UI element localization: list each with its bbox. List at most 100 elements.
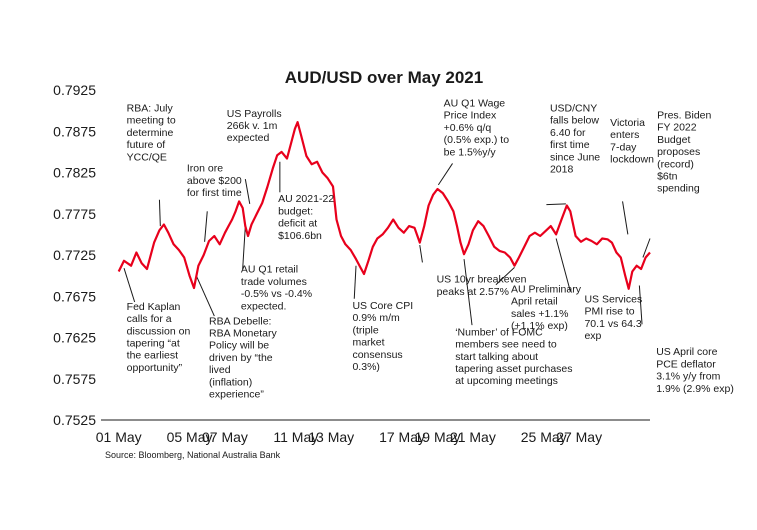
annotation-line: 0.3%)	[352, 361, 379, 373]
annotation-pointer	[437, 163, 453, 186]
annotation-line: discussion on	[127, 325, 191, 337]
x-tick-label: 07 May	[202, 429, 248, 445]
annotation-line: US Core CPI	[352, 300, 413, 312]
annotation-line: proposes	[657, 146, 700, 158]
x-tick-label: 05 May	[167, 429, 213, 445]
annotation-line: lived	[209, 364, 231, 376]
annotation-line: experience”	[209, 389, 264, 401]
annotation-line: 6.40 for	[550, 127, 586, 139]
y-axis-ticks: 0.7925 0.7875 0.7825 0.7775 0.7725 0.7675 0.76…	[53, 82, 96, 428]
annotation-pointer	[419, 245, 423, 263]
annotation-pointer	[642, 238, 651, 258]
annotation-line: 70.1 vs 64.3	[584, 318, 641, 330]
annotation-line: AU 2021-22	[278, 193, 334, 205]
annotation-line: AU Preliminary	[511, 284, 582, 296]
annotation-line: $106.6bn	[278, 230, 322, 242]
annotation-line: Budget	[657, 134, 690, 146]
annotation-line: 7-day	[610, 141, 637, 153]
annotation: US April core PCE deflator 3.1% y/y from 1.…	[656, 346, 734, 395]
annotation-pointer	[244, 179, 251, 204]
y-tick-label: 0.7675	[53, 288, 96, 304]
annotation-line: (triple	[352, 324, 378, 336]
annotation-line: AU Q1 Wage	[444, 98, 506, 110]
annotation-line: RBA Debelle:	[209, 315, 271, 327]
annotation-pointer	[196, 276, 215, 317]
annotation-line: tapering “at	[127, 337, 180, 349]
annotation-line: RBA: July	[127, 102, 174, 114]
annotation-line: PMI rise to	[584, 306, 634, 318]
annotation: Pres. Biden FY 2022 Budget proposes (record)…	[657, 109, 711, 194]
annotation-line: above $200	[187, 175, 242, 187]
annotation-line: AU Q1 retail	[241, 264, 298, 276]
annotation-line: since June	[550, 151, 600, 163]
y-tick-label: 0.7525	[53, 412, 96, 428]
x-tick-label: 17 May	[379, 429, 425, 445]
series-line-audusd	[117, 121, 651, 290]
annotation: Iron ore above $200 for first time	[187, 163, 242, 199]
y-tick-label: 0.7575	[53, 371, 96, 387]
annotation: ‘Number’ of FOMC members see need to start…	[455, 326, 572, 387]
annotation: Victoria enters 7-day lockdown	[610, 117, 654, 166]
annotation-line: April retail	[511, 296, 558, 308]
annotation-line: peaks at 2.57%	[437, 286, 509, 298]
x-tick-label: 01 May	[96, 429, 142, 445]
annotation-line: Fed Kaplan	[127, 301, 181, 313]
annotation-line: 3.1% y/y from	[656, 371, 720, 383]
annotation-line: US Payrolls	[227, 108, 282, 120]
annotation-line: market	[352, 337, 384, 349]
annotation-line: expected	[227, 132, 270, 144]
annotation-line: 266k v. 1m	[227, 120, 278, 132]
annotation-line: be 1.5%y/y	[444, 146, 497, 158]
annotation-line: (record)	[657, 158, 694, 170]
annotation-line: Victoria	[610, 117, 645, 129]
annotation: AU Q1 retail trade volumes -0.5% vs -0.4% e…	[241, 264, 312, 313]
annotation-line: meeting to	[127, 115, 176, 127]
annotation-line: (inflation)	[209, 376, 252, 388]
annotation: Fed Kaplan calls for a discussion on taperi…	[127, 301, 191, 374]
annotations: RBA: July meeting to determine future of YCC…	[127, 98, 734, 401]
annotation: AU Q1 Wage Price Index +0.6% q/q (0.5% exp.…	[444, 98, 510, 159]
annotation-line: 1.9% (2.9% exp)	[656, 383, 734, 395]
annotation-line: (+1.1% exp)	[511, 320, 568, 332]
annotation: US Payrolls 266k v. 1m expected	[227, 108, 282, 144]
annotation-line: 2018	[550, 163, 574, 175]
annotation-pointer	[204, 211, 208, 242]
annotation: USD/CNY falls below 6.40 for first time sinc…	[550, 102, 600, 175]
annotation-line: Pres. Biden	[657, 109, 711, 121]
annotation-line: deficit at	[278, 218, 317, 230]
annotation: US Services PMI rise to 70.1 vs 64.3 exp	[584, 293, 642, 342]
annotation-line: +0.6% q/q	[444, 122, 492, 134]
y-tick-label: 0.7925	[53, 82, 96, 98]
annotation-line: US Services	[584, 293, 642, 305]
annotation-line: exp	[584, 330, 601, 342]
annotation-line: first time	[550, 139, 590, 151]
annotation-line: 0.9% m/m	[352, 312, 400, 324]
annotation-line: determine	[127, 127, 174, 139]
annotation: RBA Debelle: RBA Monetary Policy will be dr…	[209, 315, 277, 400]
y-tick-label: 0.7875	[53, 123, 96, 139]
annotation-line: sales +1.1%	[511, 308, 568, 320]
annotation: AU Preliminary April retail sales +1.1% (+1…	[511, 284, 582, 333]
annotation-line: Policy will be	[209, 340, 269, 352]
annotation-pointer	[353, 265, 357, 299]
y-tick-label: 0.7725	[53, 247, 96, 263]
annotation: US Core CPI 0.9% m/m (triple market consensu…	[352, 300, 413, 373]
annotation-pointer	[158, 199, 161, 227]
annotation-pointer	[622, 201, 629, 235]
annotation-line: FY 2022	[657, 122, 697, 134]
annotation: US 10yr breakeven peaks at 2.57%	[437, 274, 527, 298]
chart-title: AUD/USD over May 2021	[285, 68, 483, 87]
annotation-line: -0.5% vs -0.4%	[241, 288, 312, 300]
annotation-pointer	[546, 203, 566, 206]
annotation-line: Price Index	[444, 110, 497, 122]
annotation-line: lockdown	[610, 153, 654, 165]
annotation-line: consensus	[352, 349, 402, 361]
source-note: Source: Bloomberg, National Australia Ba…	[105, 450, 281, 460]
annotation-line: (0.5% exp.) to	[444, 134, 510, 146]
annotation-line: YCC/QE	[127, 151, 167, 163]
annotation-pointer	[463, 259, 473, 326]
annotation-line: tapering asset purchases	[455, 363, 572, 375]
annotation-line: future of	[127, 139, 166, 151]
